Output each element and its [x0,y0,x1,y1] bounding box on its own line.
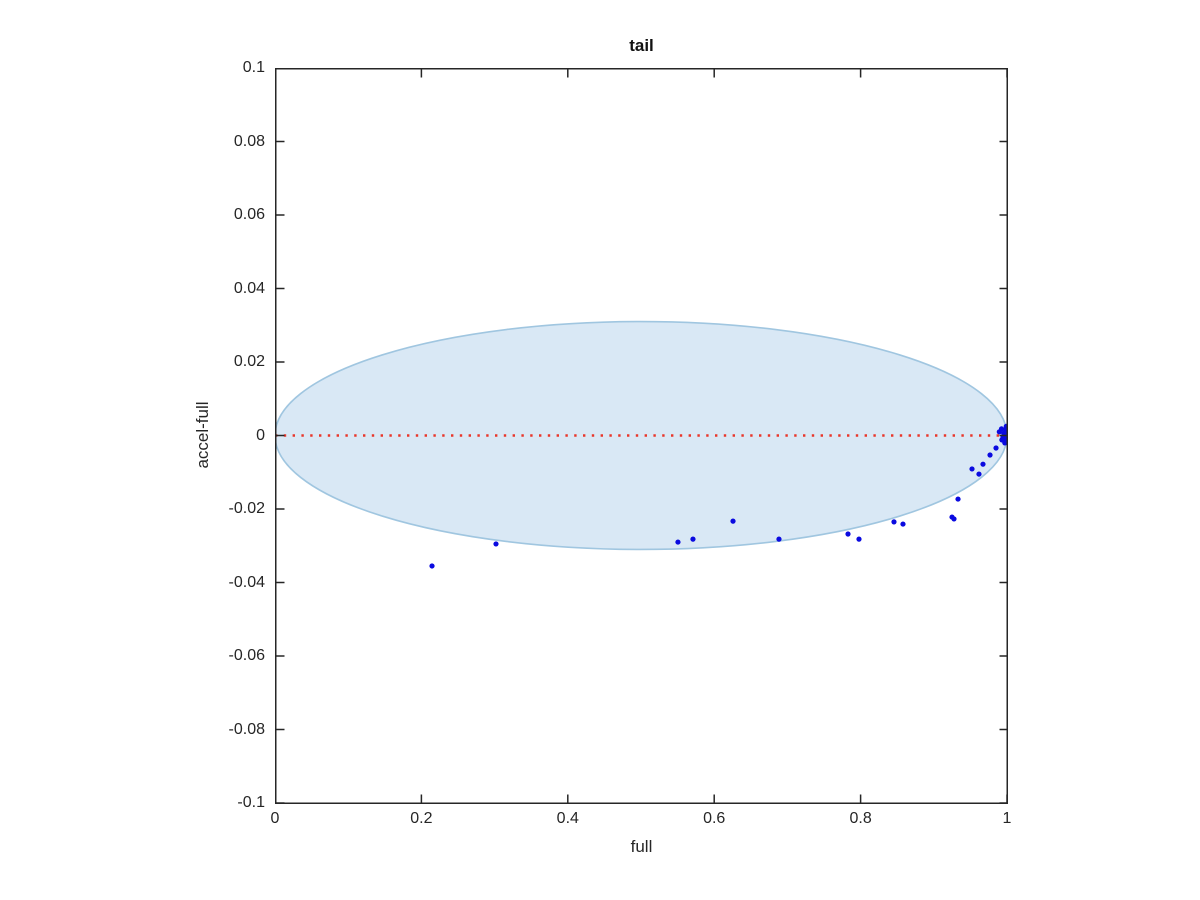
x-tick-label: 0 [270,810,280,827]
y-tick-label: 0 [256,426,265,444]
plot-area [275,68,1008,804]
y-tick-label: -0.08 [228,720,265,738]
x-tick-label: 1 [1002,810,1012,827]
data-point [980,461,986,467]
data-point [690,536,696,542]
data-point [891,519,897,525]
y-tick-label: -0.04 [228,573,265,591]
x-tick-label: 0.2 [410,810,433,827]
x-axis-label: full [630,837,653,856]
y-tick-label: -0.02 [228,500,265,517]
data-point [856,536,862,542]
data-point [730,518,736,524]
data-point [900,521,906,527]
data-point [987,452,993,458]
data-point [951,516,957,522]
x-tick-label: 0.6 [703,810,726,827]
x-tick-label: 0.4 [556,810,579,827]
data-point [969,466,975,472]
x-tick-label: 0.8 [849,810,872,827]
data-point [998,426,1005,432]
data-point [976,471,982,477]
data-point [776,536,782,542]
data-point [429,563,435,569]
chart-title: tail [629,36,654,55]
y-tick-label: 0.08 [233,132,265,150]
data-point [993,445,999,451]
y-tick-label: 0.04 [233,279,265,297]
data-point [845,531,851,537]
confidence-ellipse [275,320,1008,551]
y-tick-label: 0.1 [242,59,265,76]
data-point [493,541,499,547]
y-tick-label: 0.06 [233,206,265,223]
y-tick-label: 0.02 [233,353,265,370]
y-tick-label: -0.1 [237,794,265,811]
y-tick-label: -0.06 [228,647,265,664]
data-point [955,496,961,502]
tick-marks [275,68,1008,804]
data-point [675,539,681,545]
